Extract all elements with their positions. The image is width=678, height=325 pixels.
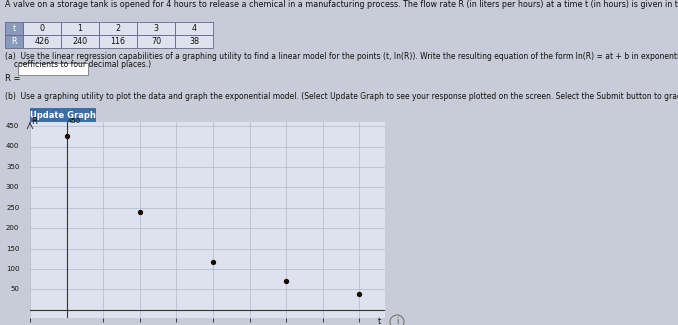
Text: (b)  Use a graphing utility to plot the data and graph the exponential model. (S: (b) Use a graphing utility to plot the d… bbox=[5, 92, 678, 101]
Text: 2: 2 bbox=[115, 24, 121, 33]
Bar bbox=[5, 35, 23, 48]
Bar bbox=[61, 35, 99, 48]
Bar bbox=[30, 108, 95, 122]
Text: 4: 4 bbox=[191, 24, 197, 33]
Text: 450: 450 bbox=[6, 123, 20, 129]
Text: 150: 150 bbox=[6, 246, 20, 252]
Text: t: t bbox=[378, 317, 381, 325]
Bar bbox=[23, 22, 61, 35]
Bar bbox=[23, 35, 61, 48]
Bar bbox=[99, 35, 137, 48]
Text: 250: 250 bbox=[6, 205, 20, 211]
Text: 426: 426 bbox=[35, 37, 49, 46]
Bar bbox=[61, 22, 99, 35]
Bar bbox=[18, 63, 88, 75]
Bar bbox=[175, 35, 213, 48]
Text: 240: 240 bbox=[73, 37, 87, 46]
Point bbox=[207, 260, 218, 265]
Text: A valve on a storage tank is opened for 4 hours to release a chemical in a manuf: A valve on a storage tank is opened for … bbox=[5, 0, 678, 9]
Text: R: R bbox=[12, 37, 17, 46]
Bar bbox=[99, 22, 137, 35]
Bar bbox=[137, 22, 175, 35]
Text: i: i bbox=[396, 318, 398, 325]
Text: Update Graph: Update Graph bbox=[30, 111, 96, 120]
Bar bbox=[175, 22, 213, 35]
Text: (a)  Use the linear regression capabilities of a graphing utility to find a line: (a) Use the linear regression capabiliti… bbox=[5, 52, 678, 61]
Text: 1: 1 bbox=[77, 24, 83, 33]
Text: 50: 50 bbox=[10, 286, 20, 292]
Text: 38: 38 bbox=[189, 37, 199, 46]
Text: 300: 300 bbox=[6, 184, 20, 190]
Text: coefficients to four decimal places.): coefficients to four decimal places.) bbox=[14, 60, 151, 69]
Bar bbox=[137, 35, 175, 48]
Text: 200: 200 bbox=[6, 225, 20, 231]
Point bbox=[354, 292, 365, 297]
Text: 70: 70 bbox=[151, 37, 161, 46]
Text: 116: 116 bbox=[111, 37, 125, 46]
Point bbox=[134, 209, 145, 215]
Text: R =: R = bbox=[5, 74, 20, 83]
Text: R: R bbox=[31, 117, 37, 126]
Text: 400: 400 bbox=[6, 144, 20, 150]
Point bbox=[281, 279, 292, 284]
Text: 450: 450 bbox=[68, 118, 81, 124]
Text: 350: 350 bbox=[6, 164, 20, 170]
Point bbox=[61, 133, 72, 138]
Text: 100: 100 bbox=[6, 266, 20, 272]
Text: 0: 0 bbox=[39, 24, 45, 33]
Text: 3: 3 bbox=[153, 24, 159, 33]
Text: t: t bbox=[12, 24, 16, 33]
Bar bbox=[5, 22, 23, 35]
